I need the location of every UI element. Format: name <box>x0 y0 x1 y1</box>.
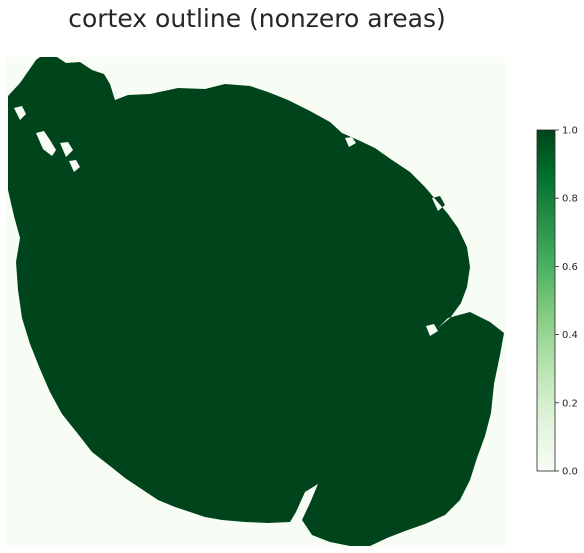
colorbar-tick-label: 0.4 <box>562 330 578 341</box>
colorbar-tick-label: 0.0 <box>562 467 578 478</box>
colorbar-ticks: 0.0 0.2 0.4 0.6 0.8 1.0 <box>555 126 578 478</box>
colorbar-tick-label: 1.0 <box>562 126 578 137</box>
colorbar-tick-label: 0.8 <box>562 194 578 205</box>
colorbar-tick-label: 0.2 <box>562 398 578 409</box>
cortex-region <box>8 57 504 546</box>
colorbar <box>536 129 556 472</box>
chart-title: cortex outline (nonzero areas) <box>68 4 446 33</box>
colorbar-tick-label: 0.6 <box>562 262 578 273</box>
